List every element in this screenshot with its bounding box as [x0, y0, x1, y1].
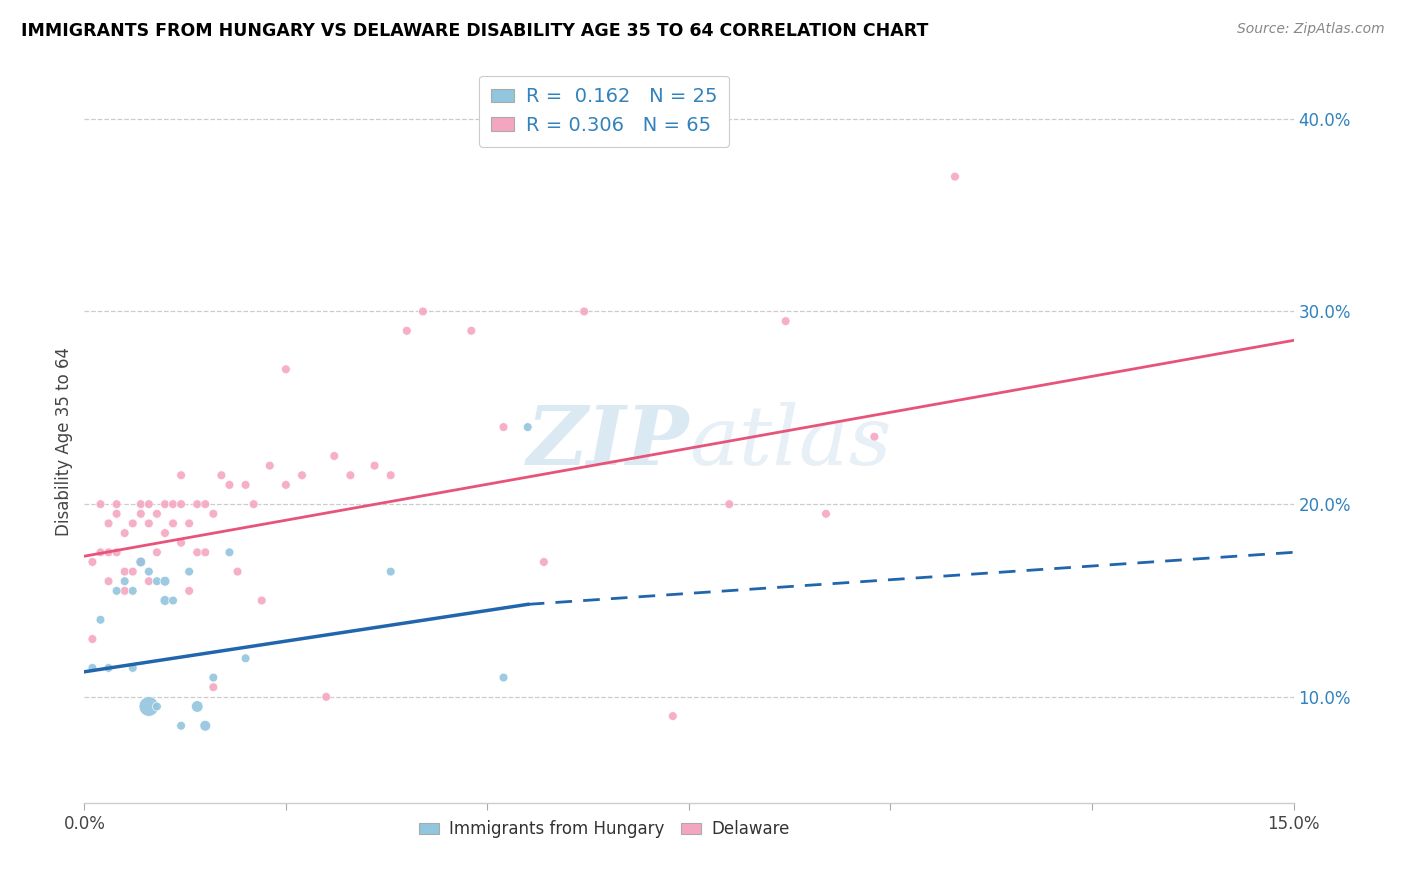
Point: [97, 661, 120, 675]
Legend: Immigrants from Hungary, Delaware: Immigrants from Hungary, Delaware: [412, 814, 796, 845]
Point: [186, 699, 208, 714]
Text: Source: ZipAtlas.com: Source: ZipAtlas.com: [1237, 22, 1385, 37]
Point: [179, 516, 201, 531]
Point: [170, 468, 193, 483]
Text: atlas: atlas: [689, 401, 891, 482]
Point: [533, 555, 555, 569]
Point: [170, 719, 193, 733]
Point: [274, 362, 297, 376]
Point: [114, 526, 136, 541]
Point: [105, 497, 128, 511]
Point: [943, 169, 966, 184]
Point: [179, 583, 201, 598]
Point: [105, 545, 128, 559]
Point: [492, 420, 515, 434]
Point: [146, 507, 169, 521]
Point: [323, 449, 346, 463]
Point: [259, 458, 281, 473]
Point: [186, 497, 208, 511]
Text: ZIP: ZIP: [526, 401, 689, 482]
Point: [775, 314, 797, 328]
Point: [121, 516, 143, 531]
Point: [218, 545, 240, 559]
Point: [572, 304, 595, 318]
Point: [153, 574, 176, 589]
Point: [202, 680, 225, 694]
Point: [89, 613, 111, 627]
Point: [153, 497, 176, 511]
Point: [129, 555, 152, 569]
Point: [129, 507, 152, 521]
Point: [291, 468, 314, 483]
Point: [82, 555, 104, 569]
Point: [89, 497, 111, 511]
Point: [380, 468, 402, 483]
Point: [339, 468, 361, 483]
Point: [138, 565, 160, 579]
Point: [186, 545, 208, 559]
Point: [242, 497, 264, 511]
Point: [250, 593, 273, 607]
Point: [274, 478, 297, 492]
Point: [363, 458, 385, 473]
Point: [105, 507, 128, 521]
Point: [209, 468, 232, 483]
Point: [82, 632, 104, 646]
Point: [129, 555, 152, 569]
Point: [235, 478, 257, 492]
Point: [146, 545, 169, 559]
Point: [153, 593, 176, 607]
Point: [146, 699, 169, 714]
Point: [138, 699, 160, 714]
Point: [170, 535, 193, 549]
Point: [460, 324, 482, 338]
Point: [412, 304, 434, 318]
Point: [97, 516, 120, 531]
Text: IMMIGRANTS FROM HUNGARY VS DELAWARE DISABILITY AGE 35 TO 64 CORRELATION CHART: IMMIGRANTS FROM HUNGARY VS DELAWARE DISA…: [21, 22, 928, 40]
Point: [89, 545, 111, 559]
Point: [235, 651, 257, 665]
Point: [718, 497, 741, 511]
Point: [179, 565, 201, 579]
Point: [194, 719, 217, 733]
Point: [202, 507, 225, 521]
Point: [170, 497, 193, 511]
Point: [194, 545, 217, 559]
Point: [814, 507, 837, 521]
Point: [97, 545, 120, 559]
Point: [516, 420, 538, 434]
Point: [662, 709, 685, 723]
Point: [863, 430, 886, 444]
Point: [162, 593, 184, 607]
Point: [105, 583, 128, 598]
Point: [82, 661, 104, 675]
Point: [138, 516, 160, 531]
Point: [129, 497, 152, 511]
Point: [121, 565, 143, 579]
Point: [315, 690, 337, 704]
Point: [162, 497, 184, 511]
Point: [114, 583, 136, 598]
Point: [114, 574, 136, 589]
Y-axis label: Disability Age 35 to 64: Disability Age 35 to 64: [55, 347, 73, 536]
Point: [194, 497, 217, 511]
Point: [97, 574, 120, 589]
Point: [226, 565, 249, 579]
Point: [153, 526, 176, 541]
Point: [114, 565, 136, 579]
Point: [162, 516, 184, 531]
Point: [218, 478, 240, 492]
Point: [146, 574, 169, 589]
Point: [380, 565, 402, 579]
Point: [138, 497, 160, 511]
Point: [492, 671, 515, 685]
Point: [138, 574, 160, 589]
Point: [202, 671, 225, 685]
Point: [395, 324, 418, 338]
Point: [121, 661, 143, 675]
Point: [121, 583, 143, 598]
